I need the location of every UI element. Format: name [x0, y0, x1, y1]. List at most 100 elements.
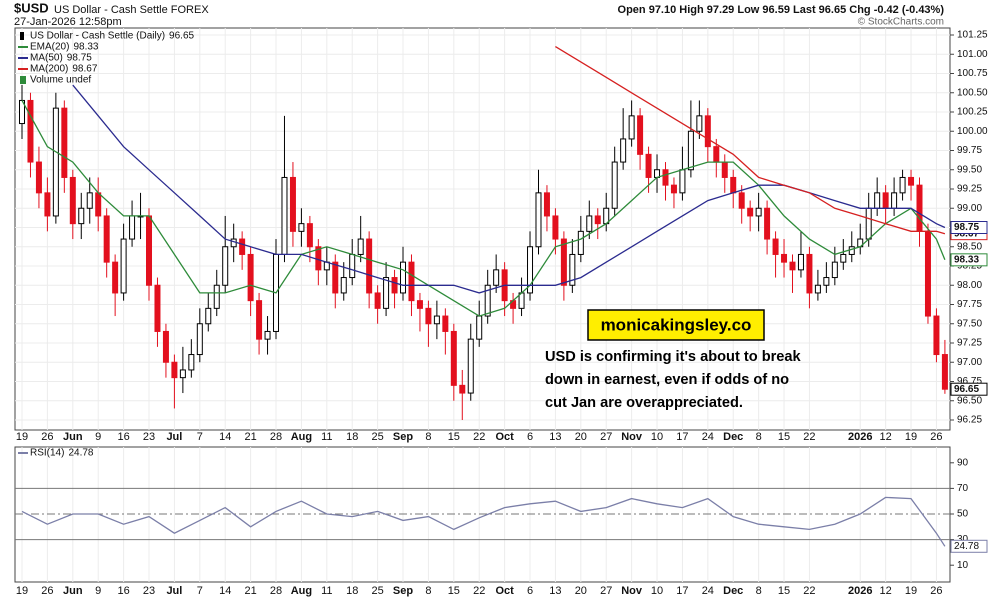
candle-body: [188, 354, 195, 371]
legend-value: 24.78: [68, 448, 93, 459]
x-tick-label: 22: [473, 431, 485, 443]
candle-body: [408, 261, 415, 302]
x-tick-label: 17: [676, 585, 688, 597]
legend-label: RSI(14): [30, 448, 64, 459]
overlay-line: [21, 100, 946, 317]
x-tick-label: Nov: [621, 431, 643, 443]
candle-body: [891, 192, 898, 209]
x-tick-label: 17: [676, 431, 688, 443]
value-tag: 96.65: [954, 384, 979, 395]
candle-body: [366, 238, 373, 294]
x-tick-label: 19: [16, 431, 28, 443]
candle-body: [594, 215, 601, 225]
candle-body: [154, 284, 161, 332]
candle-body: [899, 176, 906, 194]
x-tick-label: 15: [778, 431, 790, 443]
candle-body: [27, 99, 34, 163]
candle-body: [941, 354, 948, 390]
value-tag: 98.75: [954, 222, 979, 233]
candle-body: [637, 115, 644, 155]
rsi: [21, 496, 946, 547]
x-tick-label: 11: [321, 431, 332, 443]
rsi-line: [21, 496, 946, 547]
candle-body: [256, 300, 263, 340]
candle-body: [162, 330, 169, 363]
x-tick-label: 14: [219, 431, 231, 443]
price-panel: [14, 27, 951, 431]
candle-body: [874, 192, 881, 209]
legend-label: MA(50): [30, 53, 63, 64]
x-tick-label: Jul: [166, 431, 182, 443]
x-tick-label: 9: [95, 431, 101, 443]
value-tag-box: [950, 539, 988, 553]
x-tick-label: 23: [143, 585, 155, 597]
annotation-box: [587, 309, 765, 341]
candle-body: [764, 207, 771, 240]
candle-body: [848, 246, 855, 255]
candle-body: [645, 153, 652, 178]
candle-body: [670, 184, 677, 194]
annotation-box-text: monicakingsley.co: [601, 315, 752, 334]
value-tag-box: [950, 253, 988, 267]
x-tick-label: 28: [270, 431, 282, 443]
y-tick-label: 96.75: [957, 376, 982, 387]
x-tick-label: 15: [778, 585, 790, 597]
value-tag: 98.33: [954, 254, 979, 265]
candle-body: [738, 192, 745, 209]
candle-body: [383, 277, 390, 309]
ticker: $USD: [14, 0, 49, 15]
x-tick-label: 25: [371, 585, 383, 597]
candle-body: [772, 238, 779, 255]
x-tick-label: Jul: [166, 585, 182, 597]
candle-body: [662, 169, 669, 186]
x-tick-label: 22: [473, 585, 485, 597]
x-tick-label: 24: [702, 585, 714, 597]
legend-label: MA(200): [30, 64, 68, 75]
candle-body: [69, 176, 76, 225]
x-tick-label: 8: [425, 585, 431, 597]
annotation-text: USD is confirming it's about to break: [545, 349, 802, 365]
candle-body: [916, 184, 923, 232]
source: © StockCharts.com: [858, 17, 944, 28]
y-tick-label: 100.25: [957, 107, 988, 118]
x-tick-label: 28: [270, 585, 282, 597]
candle-body: [840, 253, 847, 263]
x-tick-label: 2026: [848, 431, 872, 443]
x-tick-label: 7: [197, 431, 203, 443]
candle-body: [696, 115, 703, 132]
x-tick-label: Sep: [393, 585, 413, 597]
candle-body: [865, 207, 872, 240]
y-tick-label: 98.50: [957, 241, 982, 252]
overlay-line: [72, 84, 946, 294]
x-tick-label: 10: [651, 431, 663, 443]
y-tick-label: 101.00: [957, 49, 988, 60]
x-tick-label: 21: [244, 431, 256, 443]
x-tick-label: Aug: [291, 585, 312, 597]
candle-body: [713, 146, 720, 163]
candle-body: [730, 176, 737, 194]
candle-body: [61, 107, 68, 178]
candle-body: [103, 215, 110, 263]
x-tick-label: Nov: [621, 585, 643, 597]
x-tick-label: 22: [803, 585, 815, 597]
candle-body: [120, 238, 127, 294]
candle-body: [704, 115, 711, 148]
legend-value: 98.67: [72, 64, 97, 75]
candle-body: [552, 215, 559, 240]
y-tick-label: 97.00: [957, 357, 982, 368]
candle-body: [146, 215, 153, 286]
x-tick-label: 27: [600, 431, 612, 443]
x-tick-label: 9: [95, 585, 101, 597]
y-tick-label: 97.50: [957, 318, 982, 329]
value-tag: 24.78: [954, 541, 979, 552]
overlays: [21, 46, 946, 317]
x-tick-label: 7: [197, 585, 203, 597]
x-tick-label: Aug: [291, 431, 312, 443]
candle-body: [230, 238, 237, 248]
candle-body: [44, 192, 51, 217]
candle-body: [52, 107, 59, 217]
legend-value: 98.75: [67, 53, 92, 64]
x-tick-label: 22: [803, 431, 815, 443]
y-tick-label: 100.75: [957, 68, 988, 79]
